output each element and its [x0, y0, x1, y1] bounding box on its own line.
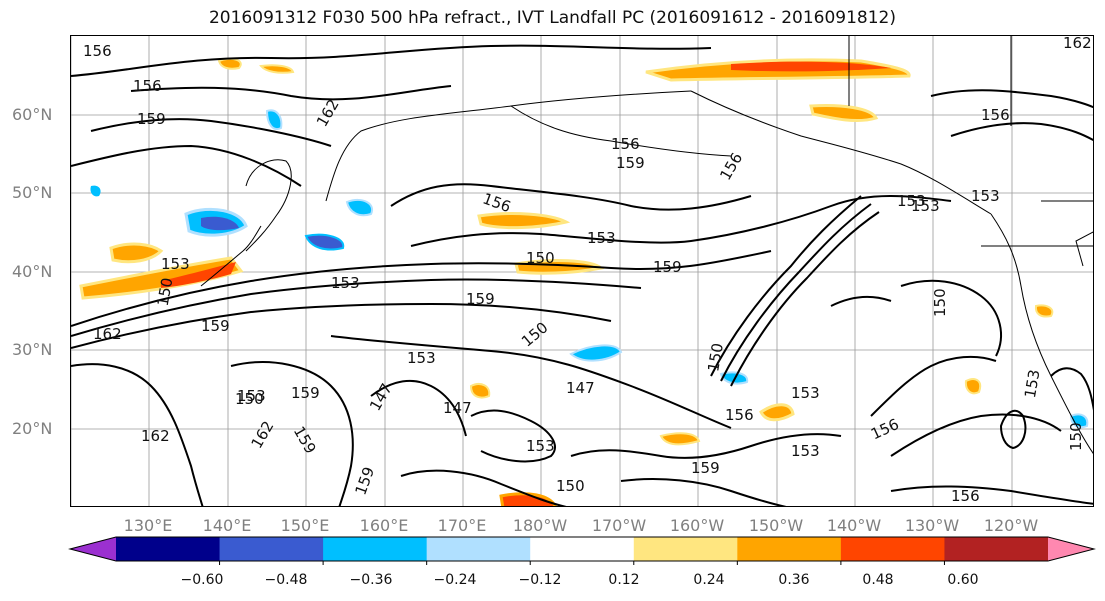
colorbar-segment: [530, 537, 635, 561]
contour-label: 150: [931, 288, 949, 317]
contour-label: 156: [83, 42, 112, 60]
lon-label: 130°E: [123, 516, 173, 535]
contour-label: 159: [137, 110, 166, 128]
contour-label: 162: [1063, 36, 1092, 52]
lat-label: 40°N: [12, 262, 53, 281]
colorbar-extend-high: [1048, 537, 1094, 561]
colorbar-segment: [323, 537, 428, 561]
contour-label: 162: [93, 325, 122, 343]
contour-label: 156: [868, 415, 902, 443]
contour-label: 162: [141, 427, 170, 445]
contour-label: 159: [291, 384, 320, 402]
map-canvas: 156 156 159 162 156 159 156 153 153 150 …: [71, 36, 1093, 506]
contour-label: 159: [466, 290, 495, 308]
contour-label: 150: [1067, 422, 1085, 451]
contour-label: 153: [587, 229, 616, 247]
map-panel: 156 156 159 162 156 159 156 153 153 150 …: [70, 35, 1094, 507]
colorbar-tick-label: −0.12: [518, 572, 562, 588]
contour-label: 159: [653, 258, 682, 276]
lon-label: 120°W: [983, 516, 1039, 535]
lon-label: 140°E: [202, 516, 252, 535]
lon-label: 150°E: [280, 516, 330, 535]
colorbar-segment: [944, 537, 1049, 561]
contour-label: 159: [351, 464, 378, 497]
lon-label: 160°W: [669, 516, 725, 535]
colorbar-segment: [737, 537, 842, 561]
contour-label: 150: [518, 318, 552, 350]
contour-label: 159: [691, 459, 720, 477]
contour-label: 153: [161, 255, 190, 273]
colorbar-tick-label: 0.60: [947, 572, 979, 588]
colorbar-tick-label: −0.48: [264, 572, 308, 588]
contour-label: 156: [133, 77, 162, 95]
contour-label: 159: [290, 423, 320, 457]
colorbar-tick-label: −0.24: [433, 572, 477, 588]
contour-label: 156: [716, 150, 746, 184]
contour-label: 162: [248, 418, 278, 452]
colorbar-tick-label: 0.24: [693, 572, 725, 588]
plot-title: 2016091312 F030 500 hPa refract., IVT La…: [208, 8, 896, 28]
contour-label: 156: [611, 135, 640, 153]
contour-label: 150: [526, 249, 555, 267]
colorbar-tick-label: 0.36: [778, 572, 810, 588]
contour-label: 153: [897, 192, 926, 210]
colorbar-segment: [426, 537, 531, 561]
contour-label: 150: [154, 276, 177, 307]
colorbar-outline: [68, 536, 1096, 562]
colorbar-tick-label: −0.36: [349, 572, 393, 588]
lat-label: 20°N: [12, 419, 53, 438]
contour-label: 153: [791, 384, 820, 402]
contour-label: 150: [556, 477, 585, 495]
contour-label: 153: [791, 442, 820, 460]
contour-label: 156: [981, 106, 1010, 124]
contour-label: 153: [526, 437, 555, 455]
contour-label: 153: [1021, 368, 1044, 399]
lon-label: 150°W: [748, 516, 804, 535]
contour-label: 153: [331, 274, 360, 292]
contour-lines: [71, 44, 1093, 506]
lon-label: 140°W: [826, 516, 882, 535]
contour-label: 156: [725, 406, 754, 424]
lat-label: 30°N: [12, 340, 53, 359]
colorbar-tick-label: 0.12: [608, 572, 640, 588]
lat-label: 50°N: [12, 183, 53, 202]
contour-label: 153: [971, 187, 1000, 205]
lon-label: 170°W: [591, 516, 647, 535]
contour-label: 159: [616, 154, 645, 172]
contour-label: 153: [407, 349, 436, 367]
pc-positive-shading: [79, 57, 1054, 506]
colorbar-extend-low: [70, 537, 116, 561]
contour-label: 156: [951, 487, 980, 505]
contour-label: 150: [704, 342, 727, 373]
lat-label: 60°N: [12, 105, 53, 124]
contour-label: 150: [235, 390, 264, 408]
pc-negative-shading: [90, 109, 1089, 429]
contour-label: 147: [566, 379, 595, 397]
colorbar-tick-label: −0.60: [180, 572, 224, 588]
colorbar: [68, 536, 1096, 565]
contour-label: 147: [443, 399, 472, 417]
lon-label: 170°E: [437, 516, 487, 535]
colorbar-segment: [840, 537, 945, 561]
contour-label: 153: [237, 387, 266, 405]
lon-label: 130°W: [904, 516, 960, 535]
colorbar-segment: [219, 537, 324, 561]
colorbar-segment: [116, 537, 221, 561]
contour-label: 156: [480, 189, 513, 216]
colorbar-segment: [633, 537, 738, 561]
contour-label: 162: [313, 96, 343, 130]
contour-label: 159: [201, 317, 230, 335]
coastlines: [200, 36, 1093, 454]
lon-label: 180°W: [512, 516, 568, 535]
lon-label: 160°E: [359, 516, 409, 535]
colorbar-tick-label: 0.48: [862, 572, 894, 588]
contour-label: 153: [911, 197, 940, 215]
